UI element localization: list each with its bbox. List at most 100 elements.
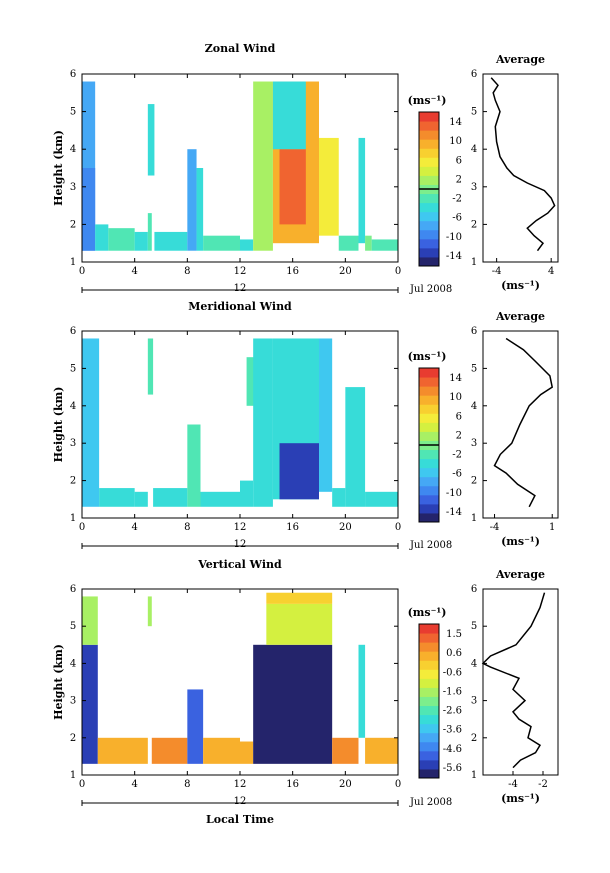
colorbar-segment bbox=[419, 467, 439, 478]
y-tick-label: 2 bbox=[70, 476, 76, 487]
heatmap-cell bbox=[82, 596, 98, 645]
heatmap-cell bbox=[272, 81, 306, 150]
colorbar-label: 10 bbox=[449, 392, 462, 403]
colorbar-segment bbox=[419, 256, 439, 267]
average-y-tick-label: 6 bbox=[471, 69, 477, 80]
y-tick-label: 3 bbox=[70, 696, 76, 707]
x-tick-label: 0 bbox=[79, 779, 85, 790]
average-title: Average bbox=[495, 568, 545, 581]
average-frame bbox=[482, 330, 559, 519]
heatmap-cell bbox=[371, 239, 398, 251]
colorbar-segment bbox=[419, 651, 439, 661]
colorbar-segment bbox=[419, 624, 439, 634]
y-tick-label: 5 bbox=[70, 107, 76, 118]
average-x-tick-label: -4 bbox=[492, 266, 502, 277]
y-tick-label: 1 bbox=[70, 770, 76, 781]
colorbar-segment bbox=[419, 732, 439, 743]
colorbar-label: -2 bbox=[452, 194, 462, 205]
colorbar-segment bbox=[419, 377, 439, 387]
average-y-tick-label: 4 bbox=[471, 401, 477, 412]
y-tick-label: 5 bbox=[70, 621, 76, 632]
colorbar-label: 6 bbox=[456, 411, 462, 422]
y-tick-label: 2 bbox=[70, 733, 76, 744]
colorbar-label: 1.5 bbox=[446, 629, 462, 640]
colorbar-label: -2.6 bbox=[443, 706, 462, 717]
average-profile-line bbox=[490, 77, 556, 252]
colorbar-segment bbox=[419, 503, 439, 514]
colorbar-segment bbox=[419, 660, 439, 670]
colorbar-segment bbox=[419, 750, 439, 761]
heatmap-cell bbox=[108, 228, 135, 251]
colorbar-segment bbox=[419, 166, 439, 176]
heatmap-cell bbox=[151, 737, 188, 764]
x-tick-label: 20 bbox=[339, 779, 352, 790]
colorbar-segment bbox=[419, 148, 439, 158]
colorbar-segment bbox=[419, 431, 439, 441]
heatmap-cell bbox=[147, 213, 152, 251]
colorbar-label: -14 bbox=[446, 251, 462, 262]
average-x-tick-label: -2 bbox=[538, 779, 548, 790]
heatmap-cell bbox=[279, 443, 319, 500]
colorbar-segment bbox=[419, 696, 439, 707]
colorbar-label: 6 bbox=[456, 155, 462, 166]
date-label: Jul 2008 bbox=[409, 797, 452, 808]
heatmap-cell bbox=[266, 592, 333, 604]
heatmap-cell bbox=[196, 168, 204, 251]
date-label: Jul 2008 bbox=[409, 540, 452, 551]
heatmap-cell bbox=[319, 137, 339, 236]
heatmap-cell bbox=[279, 149, 306, 225]
heatmap-cell bbox=[147, 104, 155, 176]
colorbar-segment bbox=[419, 175, 439, 185]
colorbar-label: -10 bbox=[446, 488, 462, 499]
heatmap-cell bbox=[253, 338, 273, 507]
date-marker: 12 bbox=[234, 539, 247, 550]
x-axis-label: Local Time bbox=[206, 813, 274, 826]
colorbar-segment bbox=[419, 211, 439, 222]
colorbar-segment bbox=[419, 458, 439, 469]
average-y-tick-label: 2 bbox=[471, 733, 477, 744]
heatmap-cell bbox=[134, 491, 148, 507]
heatmap-cell bbox=[203, 737, 240, 764]
x-tick-label: 4 bbox=[131, 266, 137, 277]
colorbar-label: -6 bbox=[452, 469, 462, 480]
heatmap-cell bbox=[358, 644, 366, 738]
y-tick-label: 5 bbox=[70, 363, 76, 374]
average-profile-line bbox=[493, 337, 554, 508]
colorbar-label: -6 bbox=[452, 213, 462, 224]
colorbar-segment bbox=[419, 494, 439, 505]
y-tick-label: 2 bbox=[70, 219, 76, 230]
heatmap-cell bbox=[147, 596, 152, 627]
x-tick-label: 4 bbox=[131, 522, 137, 533]
average-y-tick-label: 1 bbox=[471, 513, 477, 524]
colorbar-unit: (ms⁻¹) bbox=[408, 350, 447, 363]
colorbar-segment bbox=[419, 714, 439, 725]
x-tick-label: 0 bbox=[395, 266, 401, 277]
x-tick-label: 0 bbox=[395, 779, 401, 790]
colorbar-segment bbox=[419, 247, 439, 258]
colorbar-label: -14 bbox=[446, 507, 462, 518]
colorbar-unit: (ms⁻¹) bbox=[408, 94, 447, 107]
x-tick-label: 12 bbox=[234, 522, 247, 533]
x-tick-label: 8 bbox=[184, 522, 190, 533]
average-y-tick-label: 5 bbox=[471, 621, 477, 632]
average-y-tick-label: 3 bbox=[471, 696, 477, 707]
colorbar-segment bbox=[419, 130, 439, 140]
x-tick-label: 20 bbox=[339, 266, 352, 277]
average-y-tick-label: 1 bbox=[471, 257, 477, 268]
colorbar-segment bbox=[419, 368, 439, 378]
heatmap-cell bbox=[338, 235, 359, 251]
heatmap-cell bbox=[240, 239, 254, 251]
y-tick-label: 6 bbox=[70, 326, 76, 337]
heatmap-cell bbox=[365, 235, 372, 251]
y-axis-label: Height (km) bbox=[52, 130, 65, 206]
colorbar-segment bbox=[419, 678, 439, 688]
average-y-tick-label: 6 bbox=[471, 584, 477, 595]
y-tick-label: 6 bbox=[70, 69, 76, 80]
average-y-tick-label: 6 bbox=[471, 326, 477, 337]
colorbar-segment bbox=[419, 395, 439, 405]
x-tick-label: 20 bbox=[339, 522, 352, 533]
colorbar-label: 0.6 bbox=[446, 648, 462, 659]
y-tick-label: 4 bbox=[70, 658, 76, 669]
colorbar-segment bbox=[419, 422, 439, 432]
